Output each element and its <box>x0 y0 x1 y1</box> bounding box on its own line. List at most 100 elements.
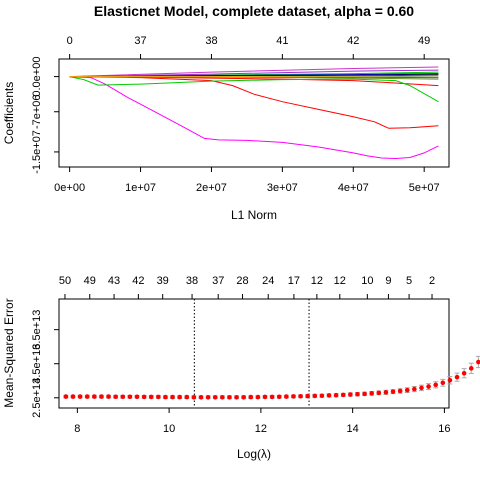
cv-top-tick-label: 37 <box>212 275 224 287</box>
cv-vlines <box>193 299 310 408</box>
coef-chart: Elasticnet Model, complete dataset, alph… <box>2 3 450 222</box>
coef-top-tick-label: 37 <box>134 35 146 47</box>
cv-point <box>298 393 303 399</box>
cv-x-tick-label: 12 <box>255 423 267 435</box>
cv-point <box>419 385 424 391</box>
cv-point <box>262 394 268 400</box>
cv-point <box>141 394 147 400</box>
cv-point <box>198 394 204 400</box>
cv-point <box>447 377 453 383</box>
cv-point <box>433 382 438 388</box>
cv-point <box>397 388 403 394</box>
cv-point <box>205 394 211 400</box>
coef-y-axis: 0.0e+00-7e+06-1.5e+07 <box>31 57 60 174</box>
cv-point <box>248 394 254 400</box>
cv-x-tick-label: 8 <box>74 423 80 435</box>
coef-chart-title: Elasticnet Model, complete dataset, alph… <box>94 3 414 19</box>
cv-errorbars <box>63 355 480 400</box>
cv-point <box>312 393 318 399</box>
coef-x-tick-label: 2e+07 <box>196 182 227 194</box>
cv-point <box>440 380 446 386</box>
cv-top-tick-label: 39 <box>157 275 169 287</box>
cv-point <box>383 390 389 395</box>
coef-x-label: L1 Norm <box>231 208 277 222</box>
cv-point <box>134 394 140 400</box>
coef-path-6 <box>69 66 439 78</box>
cv-point <box>212 394 218 400</box>
coef-x-tick-label: 0e+00 <box>54 182 85 194</box>
cv-top-tick-label: 42 <box>132 275 144 287</box>
cv-top-tick-label: 24 <box>262 275 274 287</box>
cv-point <box>120 394 126 400</box>
cv-point <box>412 386 417 392</box>
cv-point <box>234 394 239 400</box>
cv-points <box>63 359 480 400</box>
cv-point <box>404 387 410 393</box>
cv-top-tick-label: 5 <box>406 275 412 287</box>
cv-point <box>269 394 275 400</box>
cv-point <box>106 394 111 399</box>
cv-point <box>227 394 232 400</box>
cv-top-tick-label: 12 <box>311 275 323 287</box>
cv-point <box>468 366 474 371</box>
cv-top-tick-label: 12 <box>334 275 346 287</box>
coef-top-tick-label: 49 <box>418 35 430 47</box>
cv-point <box>92 394 97 399</box>
cv-point <box>156 394 161 400</box>
cv-point <box>77 394 83 399</box>
cv-point <box>376 390 382 396</box>
coef-path-1 <box>69 76 439 160</box>
coef-x-tick-label: 1e+07 <box>125 182 156 194</box>
cv-point <box>191 394 197 400</box>
cv-y-tick-label: 6.5e+13 <box>31 310 43 350</box>
cv-point <box>127 394 133 400</box>
cv-point <box>99 394 104 399</box>
cv-point <box>340 392 346 398</box>
cv-y-label: Mean-Squared Error <box>2 298 16 407</box>
cv-y-tick-label: 4.5e+13 <box>31 344 43 384</box>
cv-y-tick-label: 2.5e+13 <box>31 378 43 418</box>
coef-x-tick-label: 3e+07 <box>267 182 298 194</box>
cv-top-tick-label: 49 <box>84 275 96 287</box>
cv-x-tick-label: 14 <box>347 423 359 435</box>
cv-top-tick-label: 38 <box>186 275 198 287</box>
coef-y-tick-label: -7e+06 <box>31 94 43 129</box>
cv-point <box>348 392 353 397</box>
coef-y-tick-label: 0.0e+00 <box>31 57 43 97</box>
cv-plot-frame <box>58 298 450 409</box>
cv-top-axis: 50 49 43 42 39 38 37 28 24 17 12 12 10 9 5 2 <box>59 275 435 300</box>
cv-point <box>362 391 367 397</box>
cv-point <box>184 394 190 400</box>
coef-path-12 <box>69 69 439 78</box>
cv-point <box>276 394 282 400</box>
cv-point <box>291 394 296 399</box>
cv-top-tick-label: 9 <box>385 275 391 287</box>
cv-x-axis: 8 10 12 14 16 <box>74 407 451 435</box>
cv-point <box>305 393 310 399</box>
coef-x-axis: 0e+00 1e+07 2e+07 3e+07 4e+07 5e+07 <box>54 166 440 194</box>
cv-x-tick-label: 16 <box>438 423 450 435</box>
cv-point <box>461 370 467 376</box>
cv-x-tick-label: 10 <box>163 423 175 435</box>
cv-point <box>84 394 90 399</box>
coef-y-label: Coefficients <box>2 82 16 144</box>
cv-point <box>255 394 261 400</box>
cv-top-tick-label: 10 <box>361 275 373 287</box>
cv-point <box>284 394 289 399</box>
cv-point <box>319 393 325 399</box>
coef-top-tick-label: 42 <box>347 35 359 47</box>
cv-x-label: Log(λ) <box>237 447 271 461</box>
cv-point <box>369 391 374 396</box>
cv-point <box>63 394 69 399</box>
coef-series-group <box>69 66 439 160</box>
coef-top-tick-label: 41 <box>276 35 288 47</box>
cv-top-tick-label: 2 <box>429 275 435 287</box>
cv-top-tick-label: 28 <box>236 275 248 287</box>
cv-point <box>148 394 154 400</box>
cv-point <box>113 394 118 400</box>
cv-point <box>390 389 396 394</box>
coef-top-tick-label: 0 <box>67 35 73 47</box>
coef-top-tick-label: 38 <box>205 35 217 47</box>
coef-path-2 <box>69 76 439 129</box>
